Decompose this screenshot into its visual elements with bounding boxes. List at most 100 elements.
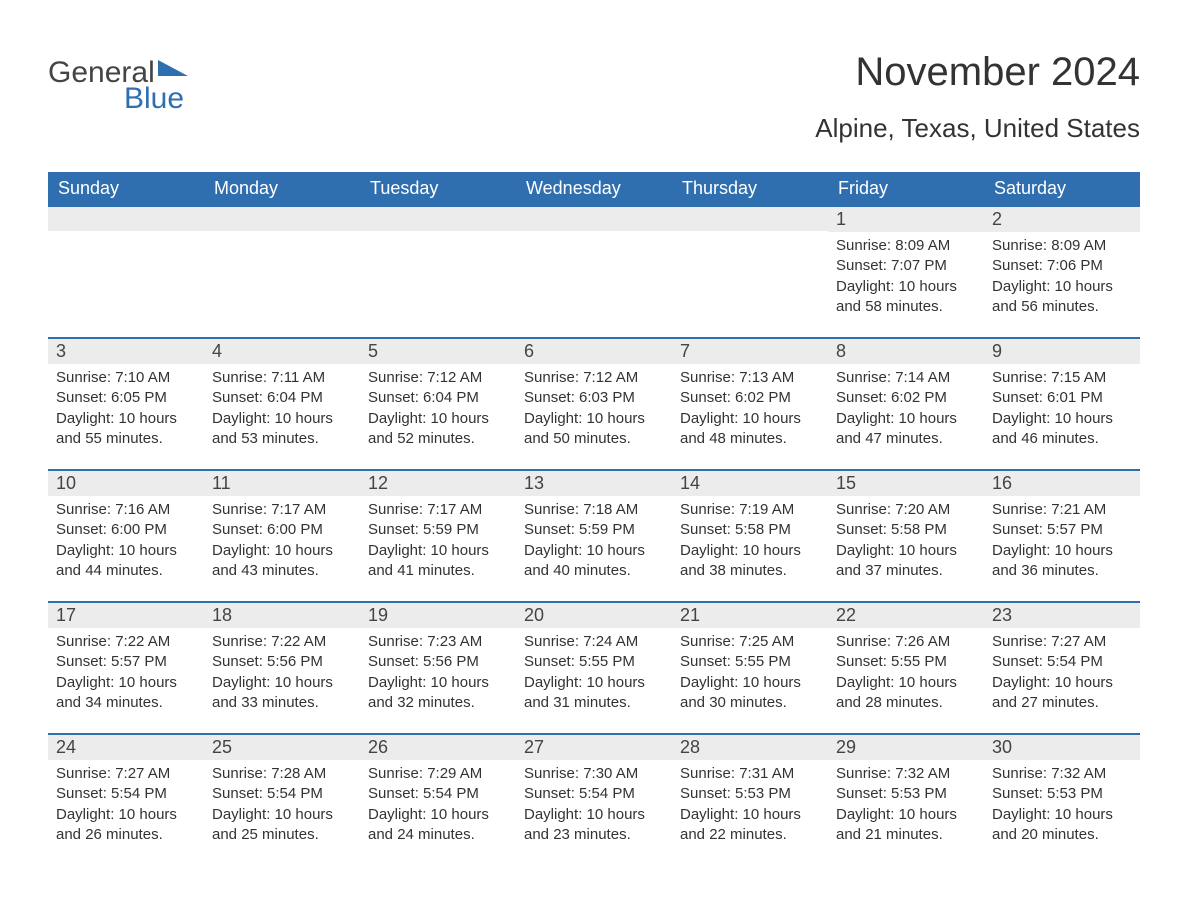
day-cell: 6Sunrise: 7:12 AMSunset: 6:03 PMDaylight… [516, 338, 672, 470]
sunrise-line: Sunrise: 7:28 AM [212, 764, 352, 784]
day-cell: 15Sunrise: 7:20 AMSunset: 5:58 PMDayligh… [828, 470, 984, 602]
day-cell: 4Sunrise: 7:11 AMSunset: 6:04 PMDaylight… [204, 338, 360, 470]
sunset-line: Sunset: 5:54 PM [212, 784, 352, 804]
day-number: 14 [672, 471, 828, 496]
day-details: Sunrise: 7:16 AMSunset: 6:00 PMDaylight:… [48, 496, 204, 589]
day-details: Sunrise: 7:17 AMSunset: 5:59 PMDaylight:… [360, 496, 516, 589]
weekday-header: Wednesday [516, 172, 672, 206]
day-number: 26 [360, 735, 516, 760]
daylight-line: Daylight: 10 hours and 24 minutes. [368, 805, 508, 846]
day-details: Sunrise: 7:21 AMSunset: 5:57 PMDaylight:… [984, 496, 1140, 589]
logo-word2: Blue [48, 82, 188, 116]
weekday-header: Tuesday [360, 172, 516, 206]
day-cell: 23Sunrise: 7:27 AMSunset: 5:54 PMDayligh… [984, 602, 1140, 734]
day-cell: 27Sunrise: 7:30 AMSunset: 5:54 PMDayligh… [516, 734, 672, 866]
sunset-line: Sunset: 5:57 PM [56, 652, 196, 672]
sunset-line: Sunset: 5:58 PM [836, 520, 976, 540]
sunrise-line: Sunrise: 7:18 AM [524, 500, 664, 520]
day-details: Sunrise: 7:17 AMSunset: 6:00 PMDaylight:… [204, 496, 360, 589]
sunrise-line: Sunrise: 7:15 AM [992, 368, 1132, 388]
day-details: Sunrise: 7:10 AMSunset: 6:05 PMDaylight:… [48, 364, 204, 457]
daylight-line: Daylight: 10 hours and 43 minutes. [212, 541, 352, 582]
day-number: 7 [672, 339, 828, 364]
day-number: 16 [984, 471, 1140, 496]
sunset-line: Sunset: 5:56 PM [368, 652, 508, 672]
daylight-line: Daylight: 10 hours and 26 minutes. [56, 805, 196, 846]
day-details: Sunrise: 7:28 AMSunset: 5:54 PMDaylight:… [204, 760, 360, 853]
empty-cell [204, 206, 360, 338]
daylight-line: Daylight: 10 hours and 28 minutes. [836, 673, 976, 714]
sunset-line: Sunset: 5:54 PM [56, 784, 196, 804]
daylight-line: Daylight: 10 hours and 34 minutes. [56, 673, 196, 714]
day-cell: 26Sunrise: 7:29 AMSunset: 5:54 PMDayligh… [360, 734, 516, 866]
daynum-row [48, 207, 204, 231]
sunrise-line: Sunrise: 7:30 AM [524, 764, 664, 784]
day-cell: 5Sunrise: 7:12 AMSunset: 6:04 PMDaylight… [360, 338, 516, 470]
sunset-line: Sunset: 6:05 PM [56, 388, 196, 408]
empty-cell [48, 206, 204, 338]
day-number: 18 [204, 603, 360, 628]
day-details: Sunrise: 7:20 AMSunset: 5:58 PMDaylight:… [828, 496, 984, 589]
header: General Blue November 2024 Alpine, Texas… [48, 50, 1140, 144]
day-number: 24 [48, 735, 204, 760]
sunset-line: Sunset: 5:54 PM [368, 784, 508, 804]
daylight-line: Daylight: 10 hours and 52 minutes. [368, 409, 508, 450]
day-details: Sunrise: 7:29 AMSunset: 5:54 PMDaylight:… [360, 760, 516, 853]
day-number: 21 [672, 603, 828, 628]
day-details: Sunrise: 7:32 AMSunset: 5:53 PMDaylight:… [984, 760, 1140, 853]
logo-triangle-icon [158, 50, 188, 84]
day-number: 1 [828, 207, 984, 232]
calendar-body: 1Sunrise: 8:09 AMSunset: 7:07 PMDaylight… [48, 206, 1140, 866]
daylight-line: Daylight: 10 hours and 48 minutes. [680, 409, 820, 450]
day-number: 20 [516, 603, 672, 628]
day-cell: 30Sunrise: 7:32 AMSunset: 5:53 PMDayligh… [984, 734, 1140, 866]
sunset-line: Sunset: 6:00 PM [56, 520, 196, 540]
sunset-line: Sunset: 5:53 PM [992, 784, 1132, 804]
sunrise-line: Sunrise: 7:31 AM [680, 764, 820, 784]
day-details: Sunrise: 7:30 AMSunset: 5:54 PMDaylight:… [516, 760, 672, 853]
daynum-row [204, 207, 360, 231]
daylight-line: Daylight: 10 hours and 33 minutes. [212, 673, 352, 714]
sunrise-line: Sunrise: 7:16 AM [56, 500, 196, 520]
daylight-line: Daylight: 10 hours and 58 minutes. [836, 277, 976, 318]
daylight-line: Daylight: 10 hours and 21 minutes. [836, 805, 976, 846]
sunrise-line: Sunrise: 7:22 AM [212, 632, 352, 652]
day-details: Sunrise: 7:23 AMSunset: 5:56 PMDaylight:… [360, 628, 516, 721]
daylight-line: Daylight: 10 hours and 47 minutes. [836, 409, 976, 450]
sunset-line: Sunset: 6:01 PM [992, 388, 1132, 408]
sunrise-line: Sunrise: 7:22 AM [56, 632, 196, 652]
day-cell: 18Sunrise: 7:22 AMSunset: 5:56 PMDayligh… [204, 602, 360, 734]
day-details: Sunrise: 7:22 AMSunset: 5:57 PMDaylight:… [48, 628, 204, 721]
day-details: Sunrise: 7:11 AMSunset: 6:04 PMDaylight:… [204, 364, 360, 457]
sunset-line: Sunset: 5:57 PM [992, 520, 1132, 540]
empty-cell [516, 206, 672, 338]
day-number: 19 [360, 603, 516, 628]
calendar-row: 1Sunrise: 8:09 AMSunset: 7:07 PMDaylight… [48, 206, 1140, 338]
sunset-line: Sunset: 5:58 PM [680, 520, 820, 540]
day-details: Sunrise: 7:24 AMSunset: 5:55 PMDaylight:… [516, 628, 672, 721]
weekday-header-row: SundayMondayTuesdayWednesdayThursdayFrid… [48, 172, 1140, 206]
sunrise-line: Sunrise: 7:13 AM [680, 368, 820, 388]
day-cell: 12Sunrise: 7:17 AMSunset: 5:59 PMDayligh… [360, 470, 516, 602]
day-cell: 14Sunrise: 7:19 AMSunset: 5:58 PMDayligh… [672, 470, 828, 602]
empty-cell [672, 206, 828, 338]
day-details: Sunrise: 7:31 AMSunset: 5:53 PMDaylight:… [672, 760, 828, 853]
daylight-line: Daylight: 10 hours and 50 minutes. [524, 409, 664, 450]
day-number: 5 [360, 339, 516, 364]
empty-cell [360, 206, 516, 338]
daylight-line: Daylight: 10 hours and 27 minutes. [992, 673, 1132, 714]
sunrise-line: Sunrise: 7:21 AM [992, 500, 1132, 520]
sunset-line: Sunset: 5:59 PM [368, 520, 508, 540]
sunset-line: Sunset: 6:04 PM [368, 388, 508, 408]
day-details: Sunrise: 7:25 AMSunset: 5:55 PMDaylight:… [672, 628, 828, 721]
sunrise-line: Sunrise: 7:19 AM [680, 500, 820, 520]
day-number: 28 [672, 735, 828, 760]
sunrise-line: Sunrise: 8:09 AM [836, 236, 976, 256]
day-details: Sunrise: 7:18 AMSunset: 5:59 PMDaylight:… [516, 496, 672, 589]
daylight-line: Daylight: 10 hours and 55 minutes. [56, 409, 196, 450]
day-number: 3 [48, 339, 204, 364]
day-number: 8 [828, 339, 984, 364]
sunrise-line: Sunrise: 7:26 AM [836, 632, 976, 652]
day-number: 15 [828, 471, 984, 496]
sunrise-line: Sunrise: 8:09 AM [992, 236, 1132, 256]
